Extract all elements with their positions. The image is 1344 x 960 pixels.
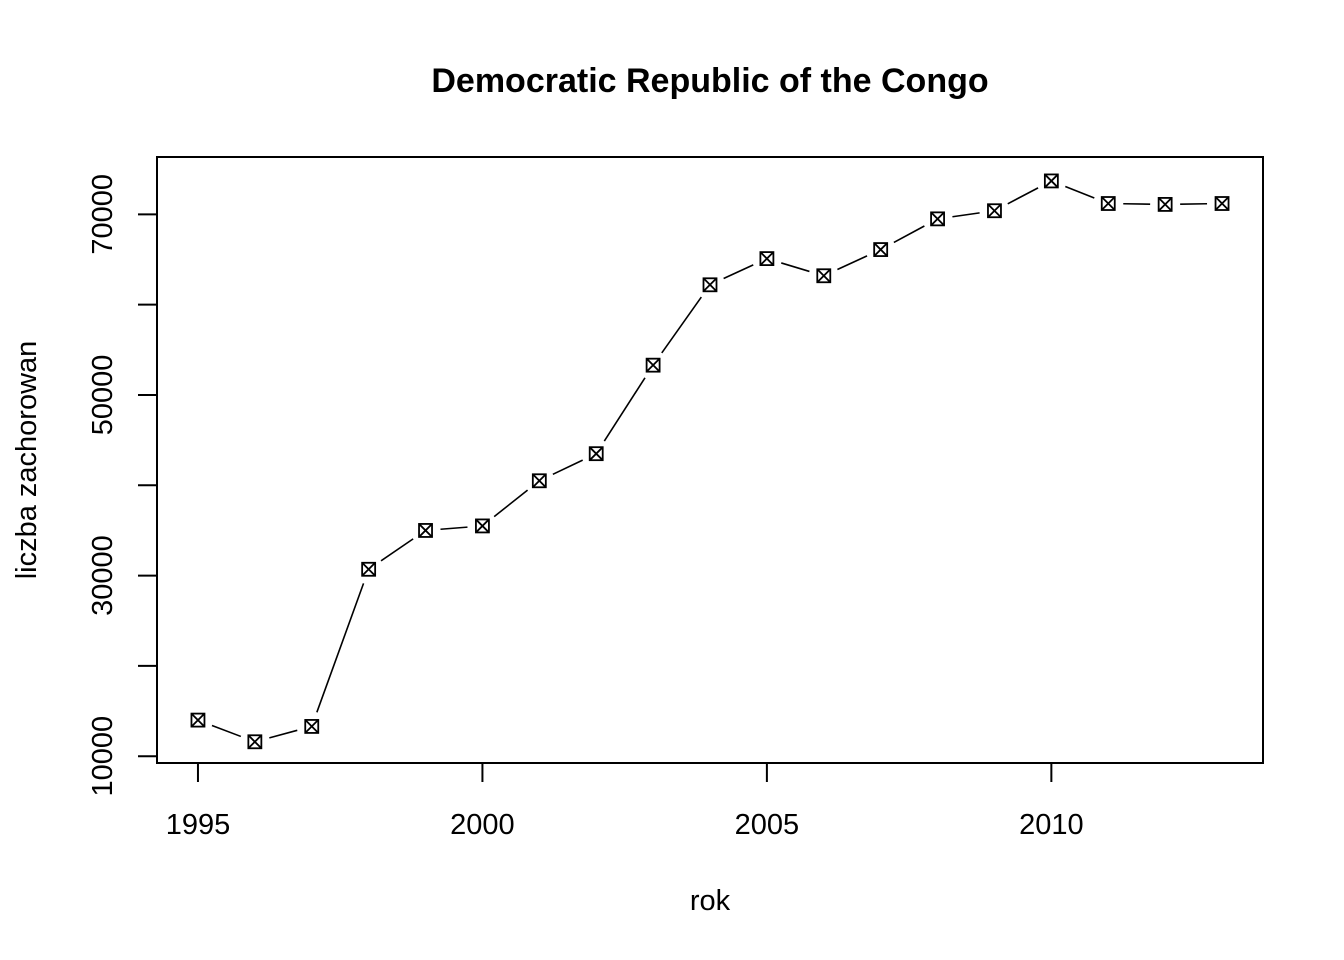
x-tick-label-2000: 2000: [450, 809, 515, 841]
marker-box: [930, 211, 945, 227]
data-point-2013: [1214, 196, 1230, 211]
line-segment-1995-1996: [211, 724, 242, 738]
marker-box: [816, 268, 832, 284]
data-point-1997: [304, 719, 320, 734]
marker-box: [190, 712, 206, 728]
data-point-2011: [1100, 196, 1116, 211]
data-point-2012: [1157, 197, 1173, 212]
data-point-2001: [531, 473, 547, 489]
chart-title: Democratic Republic of the Congo: [431, 62, 988, 100]
data-point-2009: [987, 203, 1002, 219]
marker-cross: [987, 203, 1002, 218]
line-segment-2008-2009: [952, 212, 980, 218]
y-tick-label-10000: 10000: [87, 716, 119, 797]
marker-cross: [702, 277, 718, 292]
line-segment-2004-2005: [723, 264, 754, 280]
x-axis: 1995 2000 2005 2010: [166, 762, 1084, 841]
data-point-2010: [1043, 173, 1059, 189]
line-segment-2003-2004: [661, 296, 702, 354]
data-point-2004: [702, 277, 718, 293]
x-tick-label-2005: 2005: [735, 809, 800, 841]
marker-cross: [1214, 196, 1230, 211]
marker-cross: [759, 251, 775, 266]
marker-box: [361, 561, 377, 577]
marker-box: [702, 277, 718, 293]
x-axis-label: rok: [690, 885, 731, 917]
plot-frame: [156, 156, 1264, 764]
y-tick-label-70000: 70000: [87, 174, 119, 255]
marker-box: [873, 242, 889, 257]
line-segment-2002-2003: [603, 377, 646, 442]
marker-cross: [532, 473, 547, 488]
series-line: [190, 173, 1230, 750]
line-segment-2007-2008: [893, 225, 925, 244]
marker-cross: [645, 358, 661, 373]
marker-cross: [1044, 173, 1059, 189]
data-point-1999: [418, 523, 433, 538]
marker-box: [1157, 197, 1173, 212]
y-axis-label: liczba zachorowan: [11, 341, 43, 580]
line-segment-2006-2007: [837, 255, 868, 271]
marker-box: [1214, 196, 1230, 211]
line-segment-1999-2000: [440, 526, 468, 531]
y-tick-label-30000: 30000: [87, 535, 119, 616]
marker-box: [1100, 196, 1116, 211]
x-tick-label-2010: 2010: [1019, 809, 1084, 841]
marker-box: [247, 734, 263, 750]
x-tick-label-1995: 1995: [166, 809, 231, 841]
marker-box: [304, 719, 320, 734]
line-segment-2009-2010: [1007, 187, 1039, 205]
marker-cross: [418, 523, 433, 538]
marker-box: [1043, 173, 1059, 189]
marker-cross: [361, 562, 376, 577]
marker-cross: [1158, 197, 1173, 212]
line-segment-2010-2011: [1065, 185, 1095, 199]
line-segment-1998-1999: [380, 538, 414, 562]
marker-cross: [190, 712, 206, 728]
line-segment-2001-2002: [552, 459, 584, 476]
marker-cross: [930, 211, 945, 227]
data-point-2000: [475, 518, 490, 534]
data-point-2006: [816, 268, 832, 284]
marker-cross: [816, 268, 831, 283]
line-segment-2005-2006: [781, 262, 810, 273]
marker-cross: [475, 518, 490, 534]
data-point-2008: [930, 211, 945, 227]
line-segment-1997-1998: [316, 583, 365, 713]
line-segment-2000-2001: [493, 489, 529, 518]
marker-box: [987, 203, 1002, 219]
marker-cross: [873, 242, 888, 257]
data-point-2002: [588, 446, 604, 462]
data-point-2007: [873, 242, 889, 257]
marker-box: [531, 473, 547, 489]
data-point-1995: [190, 712, 206, 728]
marker-box: [475, 518, 490, 534]
data-point-2005: [759, 251, 775, 267]
y-tick-label-50000: 50000: [87, 355, 119, 436]
data-point-1998: [361, 561, 377, 577]
marker-box: [759, 251, 775, 267]
marker-box: [645, 357, 661, 373]
marker-box: [418, 523, 433, 538]
marker-cross: [247, 734, 262, 749]
y-axis: 10000 30000 50000 70000: [87, 174, 158, 797]
marker-cross: [589, 446, 604, 461]
marker-cross: [304, 719, 319, 734]
data-point-2003: [645, 357, 661, 373]
marker-box: [588, 446, 604, 462]
line-segment-1996-1997: [269, 729, 298, 739]
data-point-1996: [247, 734, 263, 750]
marker-cross: [1101, 196, 1116, 211]
